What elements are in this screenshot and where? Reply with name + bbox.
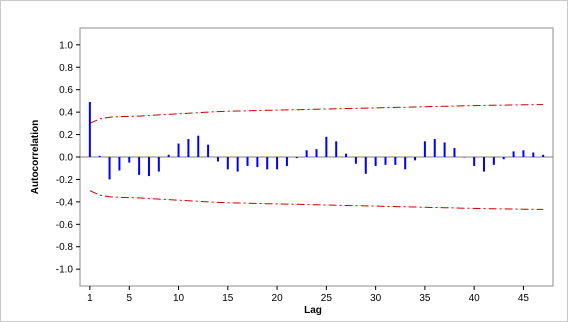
acf-bar-lag-4 bbox=[118, 157, 121, 171]
acf-bar-lag-44 bbox=[512, 151, 515, 157]
x-tick-label: 25 bbox=[321, 293, 333, 304]
acf-bar-lag-5 bbox=[128, 157, 131, 163]
acf-bar-lag-1 bbox=[88, 102, 91, 157]
x-tick-label: 10 bbox=[173, 293, 185, 304]
y-tick-label: 0.8 bbox=[59, 63, 73, 74]
acf-bar-lag-40 bbox=[473, 157, 476, 166]
y-tick-label: 0.6 bbox=[59, 85, 73, 96]
acf-bar-lag-13 bbox=[207, 144, 210, 157]
acf-bar-lag-23 bbox=[305, 150, 308, 157]
acf-bar-lag-41 bbox=[483, 157, 486, 172]
x-tick-label: 30 bbox=[370, 293, 382, 304]
acf-bar-lag-42 bbox=[492, 157, 495, 165]
acf-bar-lag-2 bbox=[98, 155, 101, 157]
acf-bar-lag-31 bbox=[384, 157, 387, 165]
acf-bar-lag-9 bbox=[167, 154, 170, 157]
acf-bar-lag-45 bbox=[522, 150, 525, 157]
y-tick-label: 0.0 bbox=[59, 153, 73, 164]
acf-bar-lag-30 bbox=[374, 157, 377, 166]
y-tick-label: -1.0 bbox=[56, 265, 74, 276]
y-tick-label: 0.2 bbox=[59, 130, 73, 141]
acf-bar-lag-29 bbox=[364, 157, 367, 174]
y-tick-label: -0.6 bbox=[56, 220, 74, 231]
acf-bar-lag-37 bbox=[443, 142, 446, 157]
acf-bar-lag-35 bbox=[423, 141, 426, 157]
acf-bar-lag-14 bbox=[216, 157, 219, 162]
acf-bar-lag-46 bbox=[532, 152, 535, 157]
x-tick-label: 20 bbox=[272, 293, 284, 304]
acf-bar-lag-47 bbox=[542, 154, 545, 157]
acf-bar-lag-16 bbox=[236, 157, 239, 172]
acf-bar-lag-34 bbox=[414, 157, 417, 161]
acf-bar-lag-21 bbox=[285, 157, 288, 166]
acf-bar-lag-3 bbox=[108, 157, 111, 180]
y-tick-label: 0.4 bbox=[59, 108, 73, 119]
acf-bar-lag-17 bbox=[246, 157, 249, 166]
y-tick-label: -0.2 bbox=[56, 175, 74, 186]
acf-bar-lag-33 bbox=[404, 157, 407, 170]
acf-bar-lag-8 bbox=[157, 157, 160, 172]
acf-bar-lag-32 bbox=[394, 157, 397, 165]
acf-bar-lag-22 bbox=[295, 157, 298, 159]
x-axis-title: Lag bbox=[304, 305, 322, 316]
x-tick-label: 5 bbox=[126, 293, 132, 304]
acf-bar-lag-24 bbox=[315, 149, 318, 157]
acf-bar-lag-7 bbox=[147, 157, 150, 177]
upper-confidence-limit bbox=[89, 104, 544, 124]
y-tick-label: -0.8 bbox=[56, 242, 74, 253]
acf-bar-lag-27 bbox=[345, 153, 348, 157]
x-tick-label: 45 bbox=[518, 293, 530, 304]
x-tick-label: 35 bbox=[419, 293, 431, 304]
lower-confidence-limit bbox=[89, 190, 544, 210]
y-tick-label: -0.4 bbox=[56, 197, 74, 208]
acf-bar-lag-28 bbox=[354, 157, 357, 164]
acf-bar-lag-38 bbox=[453, 148, 456, 157]
acf-bar-lag-11 bbox=[187, 139, 190, 157]
acf-bar-lag-19 bbox=[266, 157, 269, 170]
x-tick-label: 1 bbox=[87, 293, 93, 304]
acf-bar-lag-6 bbox=[138, 157, 141, 175]
x-tick-label: 15 bbox=[222, 293, 234, 304]
acf-bar-lag-20 bbox=[276, 157, 279, 170]
acf-bar-lag-36 bbox=[433, 139, 436, 157]
y-axis-title: Autocorrelation bbox=[30, 120, 41, 194]
acf-bar-lag-18 bbox=[256, 157, 259, 168]
acf-bar-lag-15 bbox=[226, 157, 229, 170]
acf-bar-lag-43 bbox=[502, 157, 505, 160]
acf-bar-lag-39 bbox=[463, 157, 466, 158]
y-tick-label: 1.0 bbox=[59, 40, 73, 51]
x-tick-label: 40 bbox=[469, 293, 481, 304]
acf-bar-lag-12 bbox=[197, 135, 200, 157]
acf-bar-lag-10 bbox=[177, 143, 180, 157]
acf-bar-lag-25 bbox=[325, 136, 328, 157]
acf-bar-lag-26 bbox=[335, 141, 338, 157]
